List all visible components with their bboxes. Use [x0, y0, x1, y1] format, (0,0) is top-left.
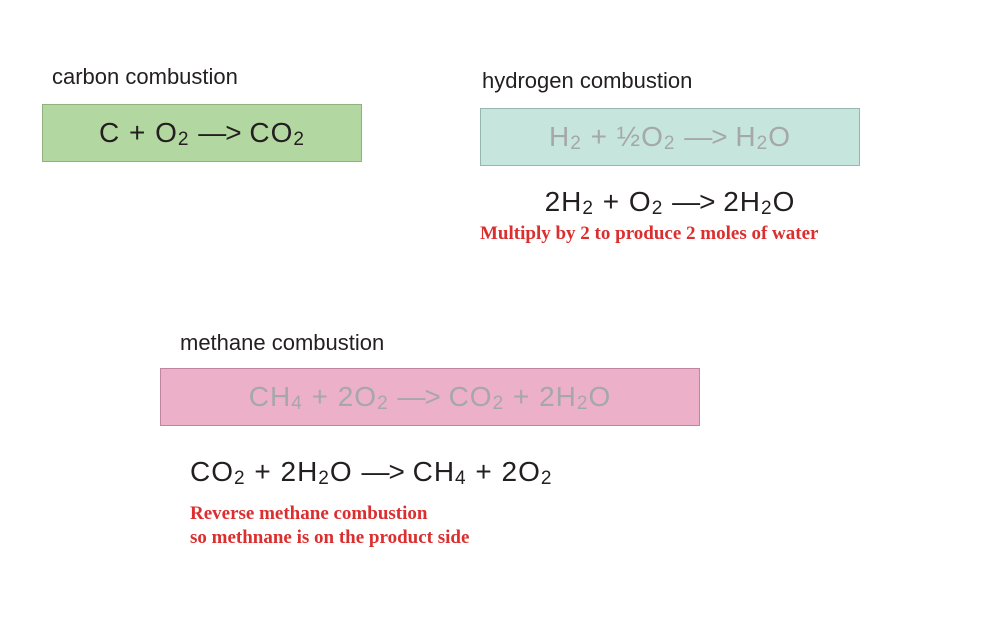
methane-equation-box: CH4 + 2O2 —> CO2 + 2H2O — [160, 368, 700, 426]
hydrogen-label: hydrogen combustion — [480, 68, 860, 94]
hydrogen-equation-box: H2 + ½O2 —> H2O — [480, 108, 860, 166]
hydrogen-combustion-block: hydrogen combustion H2 + ½O2 —> H2O 2H2 … — [480, 68, 860, 246]
methane-combustion-block: methane combustion CH4 + 2O2 —> CO2 + 2H… — [160, 330, 700, 550]
carbon-combustion-block: carbon combustion C + O2 —> CO2 — [42, 64, 362, 162]
methane-annotation: Reverse methane combustion so methnane i… — [160, 502, 700, 550]
hydrogen-equation: H2 + ½O2 —> H2O — [549, 121, 791, 152]
methane-equation: CH4 + 2O2 —> CO2 + 2H2O — [249, 381, 612, 412]
carbon-equation: C + O2 —> CO2 — [99, 117, 305, 148]
hydrogen-annotation: Multiply by 2 to produce 2 moles of wate… — [480, 222, 860, 246]
methane-reversed-equation: CO2 + 2H2O —> CH4 + 2O2 — [160, 456, 700, 488]
carbon-label: carbon combustion — [42, 64, 362, 90]
methane-label: methane combustion — [160, 330, 700, 356]
hydrogen-multiplied-equation: 2H2 + O2 —> 2H2O — [480, 186, 860, 218]
carbon-equation-box: C + O2 —> CO2 — [42, 104, 362, 162]
